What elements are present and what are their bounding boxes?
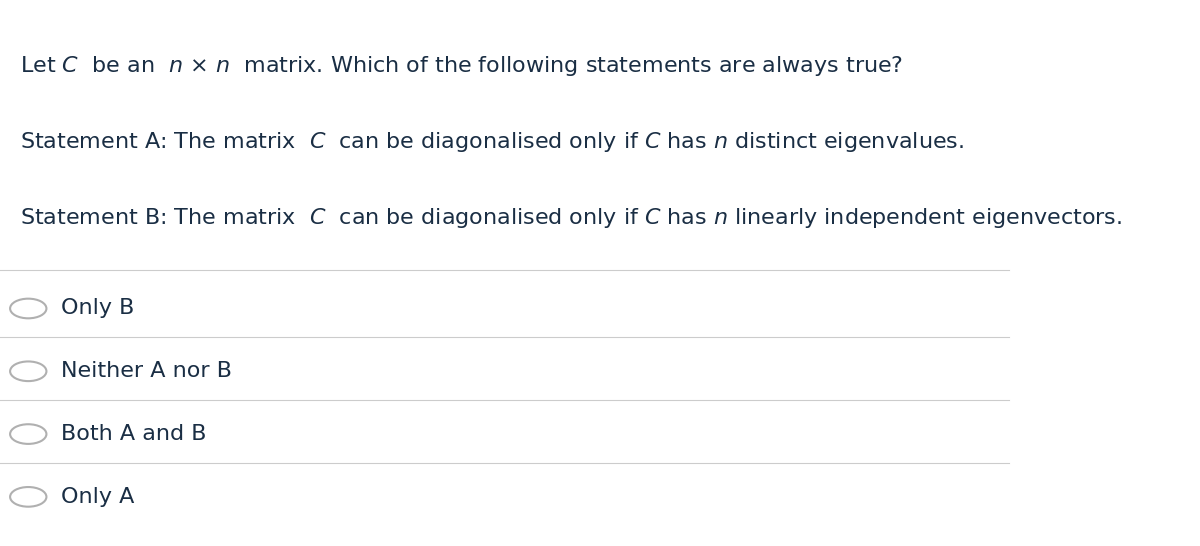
Text: Let $\mathit{C}$  be an  $\mathit{n}$ × $\mathit{n}$  matrix. Which of the follo: Let $\mathit{C}$ be an $\mathit{n}$ × $\…	[20, 54, 904, 78]
Text: Only B: Only B	[60, 299, 134, 318]
Text: Statement B: The matrix  $\mathit{C}$  can be diagonalised only if $\mathit{C}$ : Statement B: The matrix $\mathit{C}$ can…	[20, 206, 1122, 230]
Text: Statement A: The matrix  $\mathit{C}$  can be diagonalised only if $\mathit{C}$ : Statement A: The matrix $\mathit{C}$ can…	[20, 130, 965, 154]
Text: Both A and B: Both A and B	[60, 424, 206, 444]
Text: Neither A nor B: Neither A nor B	[60, 361, 232, 381]
Text: Only A: Only A	[60, 487, 134, 507]
